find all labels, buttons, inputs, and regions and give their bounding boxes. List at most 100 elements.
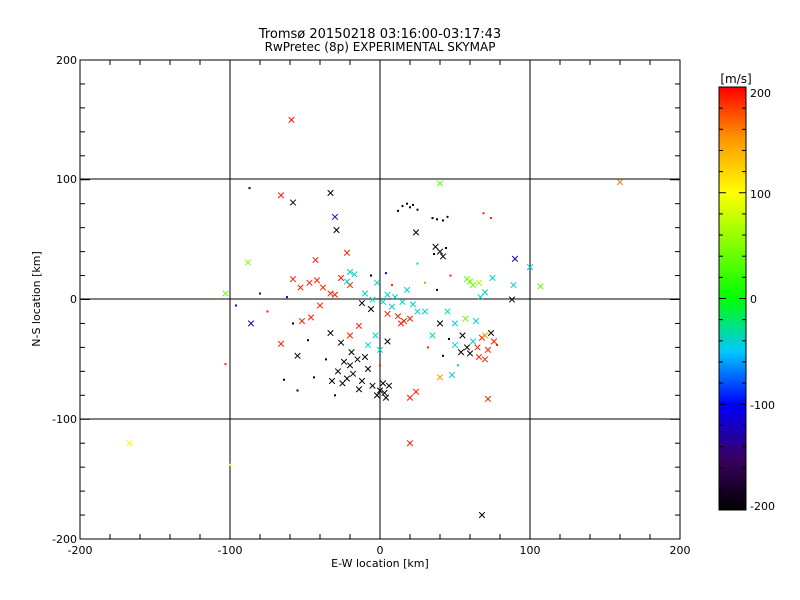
scatter-point-cross [508,296,516,303]
scatter-point-cross [397,320,405,327]
scatter-point-cross [462,315,469,322]
scatter-point-cross [487,329,495,337]
scatter-point-dot [325,358,327,361]
scatter-point-dot [416,208,419,211]
colorbar-ticks [719,86,746,511]
x-axis-label: E-W location [km] [331,557,429,570]
scatter-point-dot [448,338,450,341]
colorbar-tick-label: 200 [750,87,771,100]
scatter-point-dot [442,354,444,357]
scatter-point-cross [469,281,477,289]
scatter-point-dot [416,262,419,265]
scatter-point-cross [526,264,534,271]
scatter-point-cross [373,279,381,286]
y-tick-label: -200 [52,533,77,546]
scatter-point-cross [361,353,369,361]
scatter-point-cross [382,394,390,401]
scatter-point-dot [391,284,393,287]
scatter-point-dot [431,217,434,220]
colorbar-tick-label: 0 [750,293,757,306]
scatter-point-cross [379,380,387,387]
y-tick-label: -100 [52,413,77,426]
scatter-point-cross [376,387,384,394]
scatter-point-cross [319,284,327,291]
scatter-point-cross [367,305,375,313]
scatter-point-cross [403,286,411,294]
scatter-point-cross [327,290,334,297]
scatter-point-cross [384,291,391,298]
scatter-point-dot [401,205,404,208]
scatter-point-cross [394,313,402,320]
x-tick-labels: -200 -100 0 100 200 [68,544,691,557]
axis-ticks [79,59,681,540]
scatter-point-cross [298,317,306,325]
x-tick-label: 100 [520,544,541,557]
scatter-point-cross [421,308,429,315]
scatter-point-dot [449,274,452,277]
scatter-point-cross [376,346,384,353]
scatter-point-dot [229,463,231,466]
scatter-point-cross [406,440,414,447]
scatter-points [126,116,624,519]
scatter-point-cross [384,338,391,345]
scatter-point-cross [297,284,304,291]
scatter-point-cross [373,392,381,399]
scatter-point-dot [409,206,411,209]
chart-subtitle: RwPretec (8p) EXPERIMENTAL SKYMAP [265,40,496,54]
scatter-point-cross [436,248,444,255]
scatter-point-cross [289,199,297,206]
scatter-point-cross [475,279,483,286]
scatter-point-dot [436,288,438,291]
scatter-point-cross [406,394,414,401]
scatter-point-cross [126,440,133,447]
scatter-point-dot [442,219,444,222]
scatter-point-cross [222,290,229,297]
scatter-point-cross [337,339,345,346]
scatter-point-cross [339,380,346,387]
colorbar-tick-label: -100 [750,399,775,412]
scatter-point-cross [381,389,388,397]
scatter-point-dot [427,346,429,349]
scatter-point-cross [478,511,486,519]
scatter-point-cross [348,349,355,356]
scatter-point-cross [463,344,471,351]
scatter-point-cross [358,299,366,307]
scatter-point-cross [511,255,519,262]
y-tick-label: 0 [70,293,77,306]
scatter-point-dot [406,202,408,205]
y-tick-label: 200 [56,54,77,67]
scatter-point-cross [477,293,484,301]
scatter-point-dot [224,363,227,366]
scatter-point-cross [451,320,459,327]
scatter-point-cross [469,338,477,345]
scatter-point-dot [412,203,414,206]
scatter-point-cross [288,116,295,124]
scatter-point-cross [247,320,255,327]
scatter-point-cross [289,275,297,283]
scatter-point-cross [436,320,444,327]
scatter-point-dot [379,364,381,367]
scatter-point-cross [385,382,393,389]
scatter-point-dot [296,389,299,392]
scatter-point-dot [313,376,315,379]
scatter-point-cross [327,329,334,337]
scatter-point-cross [451,341,459,349]
chart-title: Tromsø 20150218 03:16:00-03:17:43 [258,27,501,42]
scatter-point-cross [616,178,624,186]
scatter-point-cross [475,353,483,361]
y-tick-label: 100 [56,173,77,186]
scatter-point-cross [364,341,372,349]
scatter-point-cross [313,277,321,284]
scatter-point-dot [445,247,447,250]
scatter-point-cross [406,315,414,322]
x-tick-label: -100 [218,544,243,557]
scatter-point-dot [397,209,399,212]
scatter-point-cross [474,344,481,351]
scatter-point-cross [510,281,517,289]
scatter-point-cross [307,314,315,321]
scatter-point-dot [307,339,309,342]
scatter-point-cross [312,256,319,264]
scatter-point-cross [331,291,339,298]
scatter-point-cross [277,192,285,199]
scatter-point-cross [490,338,498,345]
